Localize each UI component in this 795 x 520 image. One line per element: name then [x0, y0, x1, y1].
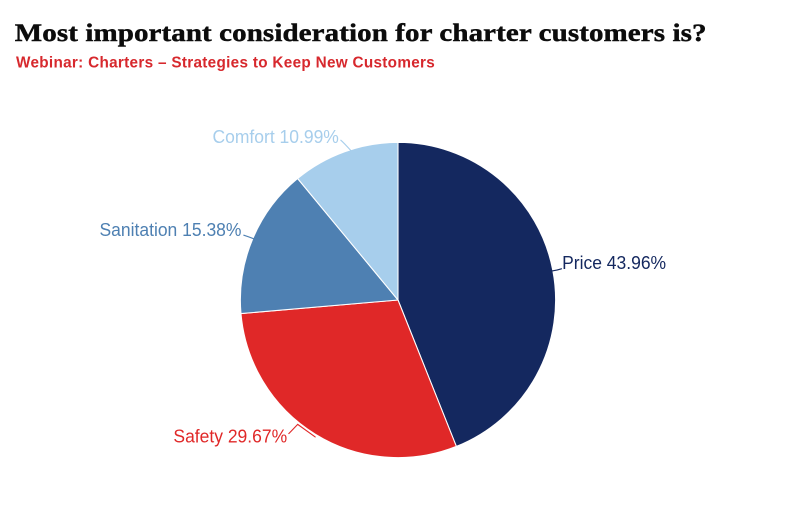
svg-text:Price 43.96%: Price 43.96%	[562, 252, 666, 273]
svg-text:Sanitation 15.38%: Sanitation 15.38%	[100, 219, 242, 240]
svg-text:Safety 29.67%: Safety 29.67%	[173, 426, 287, 447]
svg-text:Comfort 10.99%: Comfort 10.99%	[213, 126, 339, 147]
svg-text:Webinar: Charters – Strategies: Webinar: Charters – Strategies to Keep N…	[16, 55, 435, 72]
svg-text:Most important consideration f: Most important consideration for charter…	[15, 19, 707, 47]
